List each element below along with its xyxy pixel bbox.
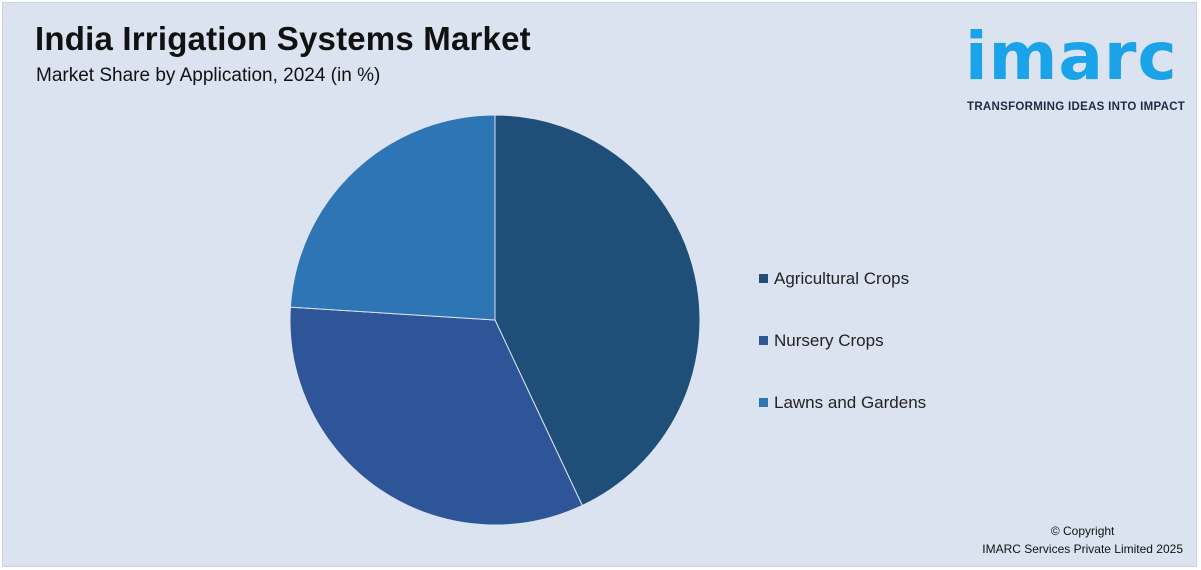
legend-label: Lawns and Gardens	[774, 393, 927, 412]
legend-swatch	[759, 398, 768, 407]
legend-item: Agricultural Crops	[759, 269, 909, 289]
chart-subtitle: Market Share by Application, 2024 (in %)	[36, 65, 381, 86]
copyright-line: © Copyright	[1050, 524, 1115, 538]
pie-slice-nursery-crops	[289, 306, 583, 526]
logo-wordmark: imarc	[965, 18, 1178, 95]
copyright-owner: IMARC Services Private Limited 2025	[982, 542, 1183, 556]
pie-slice-lawns-and-gardens	[289, 114, 496, 321]
legend-swatch	[759, 274, 768, 283]
pie-slice-agricultural-crops	[494, 114, 701, 507]
legend-label: Agricultural Crops	[774, 269, 910, 288]
copyright-notice: © Copyright IMARC Services Private Limit…	[982, 522, 1183, 558]
legend-label: Nursery Crops	[774, 331, 884, 350]
chart-title: India Irrigation Systems Market	[35, 20, 531, 57]
pie-chart	[289, 114, 701, 526]
imarc-logo: imarc TRANSFORMING IDEAS INTO IMPACT	[965, 17, 1193, 117]
legend-item: Nursery Crops	[759, 331, 884, 351]
logo-tagline: TRANSFORMING IDEAS INTO IMPACT	[967, 101, 1186, 113]
legend-swatch	[759, 336, 768, 345]
legend-item: Lawns and Gardens	[759, 393, 926, 413]
